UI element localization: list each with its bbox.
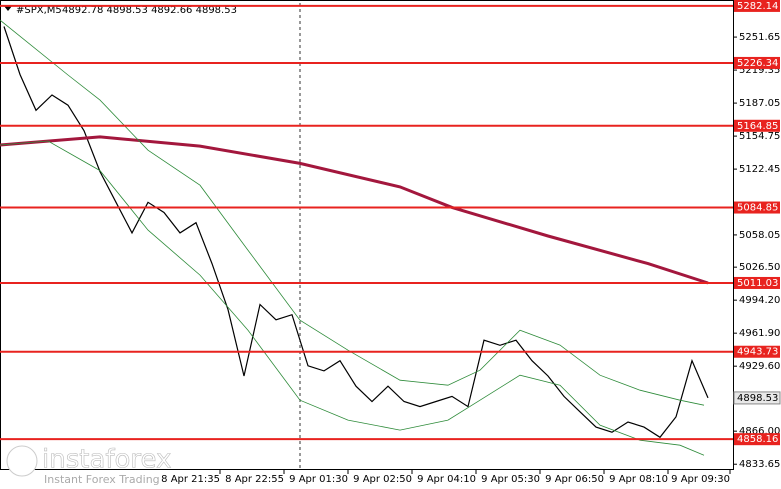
- watermark: instaforex Instant Forex Trading: [6, 444, 172, 486]
- series-line: [0, 135, 709, 285]
- x-tick-label: 9 Apr 05:30: [481, 474, 540, 485]
- x-tick-label: 9 Apr 04:10: [417, 474, 476, 485]
- level-label: 5011.03: [737, 278, 778, 289]
- x-tick-label: 9 Apr 08:10: [609, 474, 668, 485]
- chart-ohlc: 4892.78 4898.53 4892.66 4898.53: [62, 5, 237, 16]
- y-tick-label: 5058.05: [739, 230, 780, 241]
- level-label: 5282.14: [737, 1, 778, 12]
- y-tick-label: 5026.50: [739, 262, 780, 273]
- y-tick-label: 4994.20: [739, 295, 780, 306]
- level-label: 5084.85: [737, 203, 778, 214]
- y-tick-label: 4833.65: [739, 459, 780, 470]
- level-label: 5226.34: [737, 58, 778, 69]
- y-tick-label: 5187.05: [739, 98, 780, 109]
- y-tick-label: 5154.75: [739, 131, 780, 142]
- x-tick-label: 8 Apr 22:55: [225, 474, 284, 485]
- chart-title: #SPX,M5: [16, 5, 62, 16]
- level-label-box: [734, 201, 780, 214]
- y-tick-label: 4961.90: [739, 328, 780, 339]
- plot-frame: [0, 0, 734, 470]
- x-tick-label: 9 Apr 02:50: [353, 474, 412, 485]
- x-tick-label: 8 Apr 21:35: [161, 474, 220, 485]
- level-label: 5164.85: [737, 121, 778, 132]
- x-tick-label: 9 Apr 01:30: [289, 474, 348, 485]
- level-label-box: [734, 345, 780, 358]
- y-tick-label: 5122.45: [739, 164, 780, 175]
- x-tick-label: 9 Apr 09:30: [671, 474, 730, 485]
- y-tick-label: 5219.35: [739, 65, 780, 76]
- level-label-box: [734, 56, 780, 69]
- level-label-box: [734, 433, 780, 446]
- y-tick-label: 4866.00: [739, 426, 780, 437]
- level-label-box: [734, 119, 780, 132]
- series-line: [3, 26, 709, 439]
- menu-arrow: [4, 6, 12, 11]
- current-price-label: 4898.53: [737, 393, 778, 404]
- level-label: 4943.73: [737, 347, 778, 358]
- series-line: [0, 19, 705, 406]
- watermark-logo: [6, 445, 38, 477]
- series-line: [0, 140, 705, 456]
- y-tick-label: 5251.65: [739, 32, 780, 43]
- watermark-brand: instaforex: [42, 445, 171, 475]
- level-label-box: [734, 276, 780, 289]
- current-price-box: [733, 391, 781, 405]
- watermark-tagline: Instant Forex Trading: [44, 473, 160, 486]
- x-tick-label: 9 Apr 06:50: [545, 474, 604, 485]
- level-label: 4858.16: [737, 434, 778, 445]
- y-tick-label: 4929.60: [739, 361, 780, 372]
- level-label-box: [734, 0, 780, 12]
